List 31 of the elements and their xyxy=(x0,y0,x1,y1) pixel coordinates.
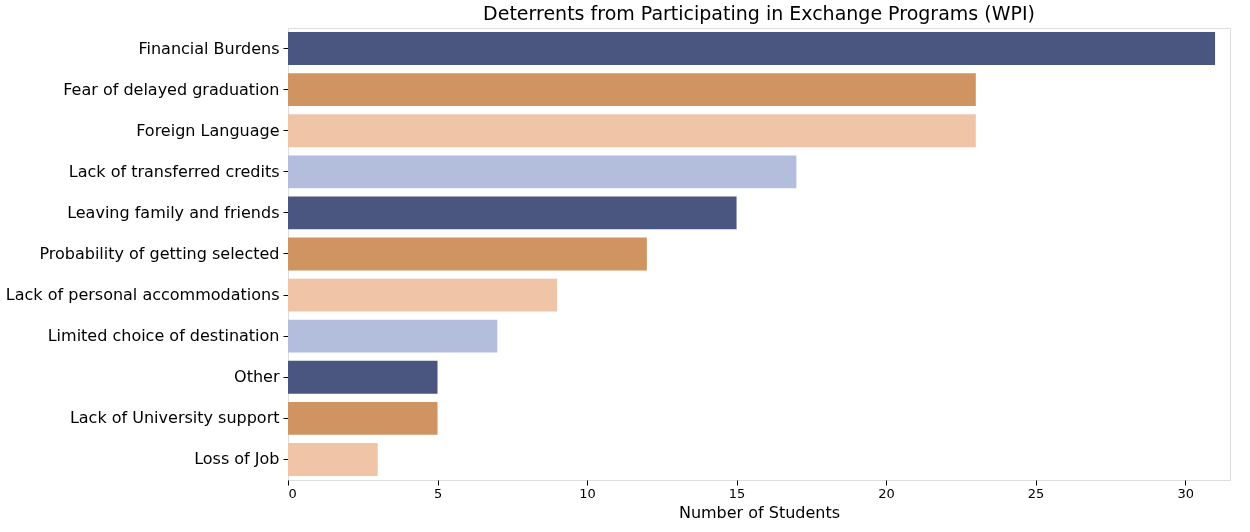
x-tick-label: 25 xyxy=(1027,485,1045,501)
bar xyxy=(288,155,797,189)
y-tick-label: Loss of Job xyxy=(194,449,280,469)
x-tick-label: 20 xyxy=(878,485,895,501)
y-tick-label: Other xyxy=(234,367,280,387)
bar xyxy=(288,196,737,230)
x-tick-label: 15 xyxy=(728,485,746,501)
bar xyxy=(288,32,1216,65)
y-tick-label: Financial Burdens xyxy=(138,38,280,58)
bar xyxy=(288,114,976,148)
y-tick-label: Limited choice of destination xyxy=(47,326,280,346)
x-axis-title: Number of Students xyxy=(678,502,841,522)
bar xyxy=(288,360,438,394)
bar xyxy=(288,319,498,353)
x-tick-label: 30 xyxy=(1177,485,1194,501)
y-tick-label: Foreign Language xyxy=(136,120,280,140)
bar xyxy=(288,443,378,476)
x-tick-label: 0 xyxy=(288,485,297,501)
bar xyxy=(288,73,976,107)
y-tick-label: Leaving family and friends xyxy=(67,202,280,222)
y-tick-label: Lack of transferred credits xyxy=(68,161,280,181)
y-tick-label: Fear of delayed graduation xyxy=(63,79,280,99)
bar xyxy=(288,401,438,435)
bar xyxy=(288,237,647,271)
y-tick-label: Probability of getting selected xyxy=(39,244,280,263)
x-tick-label: 10 xyxy=(579,485,596,501)
chart-title: Deterrents from Participating in Exchange Programs (WPI) xyxy=(483,2,1035,24)
bar xyxy=(288,278,558,312)
x-tick-label: 5 xyxy=(433,485,443,501)
y-tick-label: Lack of University support xyxy=(69,408,280,428)
y-tick-label: Lack of personal accommodations xyxy=(5,285,280,305)
